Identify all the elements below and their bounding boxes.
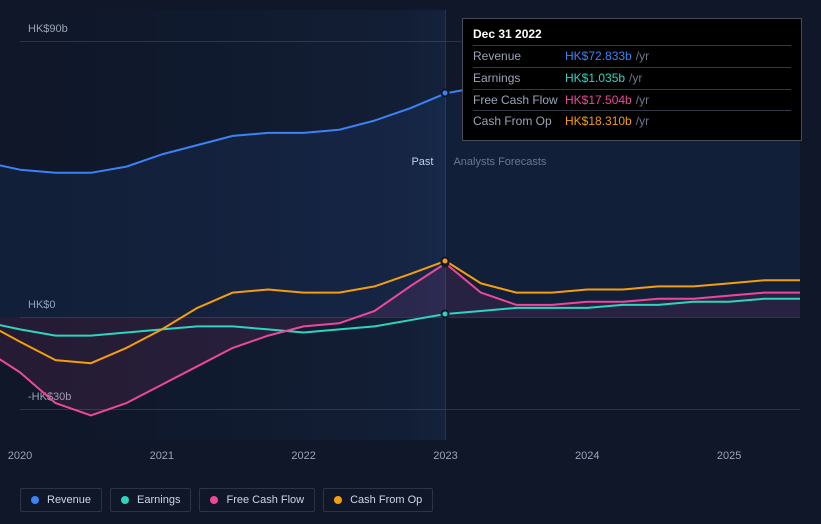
marker-revenue[interactable] <box>441 89 450 98</box>
x-axis-tick: 2020 <box>8 450 32 462</box>
x-axis-labels: 202020212022202320242025 <box>20 450 800 466</box>
legend-dot-icon <box>121 496 129 504</box>
legend-label: Cash From Op <box>350 494 422 506</box>
marker-earnings[interactable] <box>441 309 450 318</box>
tooltip-row: Free Cash FlowHK$17.504b/yr <box>473 89 791 111</box>
legend-dot-icon <box>334 496 342 504</box>
tooltip-metric-label: Revenue <box>473 48 565 65</box>
legend-item-cfo[interactable]: Cash From Op <box>323 488 433 512</box>
tooltip-metric-label: Cash From Op <box>473 113 565 130</box>
tooltip-metric-label: Earnings <box>473 70 565 87</box>
legend-label: Free Cash Flow <box>226 494 304 506</box>
legend-label: Earnings <box>137 494 180 506</box>
legend-label: Revenue <box>47 494 91 506</box>
tooltip-row: Cash From OpHK$18.310b/yr <box>473 110 791 132</box>
legend-dot-icon <box>31 496 39 504</box>
data-tooltip: Dec 31 2022 RevenueHK$72.833b/yrEarnings… <box>462 18 802 141</box>
marker-cfo[interactable] <box>441 256 450 265</box>
x-axis-tick: 2021 <box>150 450 174 462</box>
x-axis-tick: 2022 <box>291 450 315 462</box>
tooltip-metric-value: HK$18.310b/yr <box>565 113 649 130</box>
tooltip-metric-value: HK$72.833b/yr <box>565 48 649 65</box>
chart-legend: Revenue Earnings Free Cash Flow Cash From O… <box>20 488 433 512</box>
tooltip-metric-label: Free Cash Flow <box>473 92 565 109</box>
financial-forecast-chart: HK$90bHK$0-HK$30bPastAnalysts Forecasts … <box>0 0 821 524</box>
legend-dot-icon <box>210 496 218 504</box>
tooltip-metric-value: HK$17.504b/yr <box>565 92 649 109</box>
tooltip-date: Dec 31 2022 <box>473 25 791 45</box>
legend-item-fcf[interactable]: Free Cash Flow <box>199 488 315 512</box>
legend-item-revenue[interactable]: Revenue <box>20 488 102 512</box>
x-axis-tick: 2024 <box>575 450 599 462</box>
legend-item-earnings[interactable]: Earnings <box>110 488 191 512</box>
tooltip-row: EarningsHK$1.035b/yr <box>473 67 791 89</box>
tooltip-row: RevenueHK$72.833b/yr <box>473 45 791 67</box>
x-axis-tick: 2025 <box>717 450 741 462</box>
x-axis-tick: 2023 <box>433 450 457 462</box>
tooltip-metric-value: HK$1.035b/yr <box>565 70 642 87</box>
